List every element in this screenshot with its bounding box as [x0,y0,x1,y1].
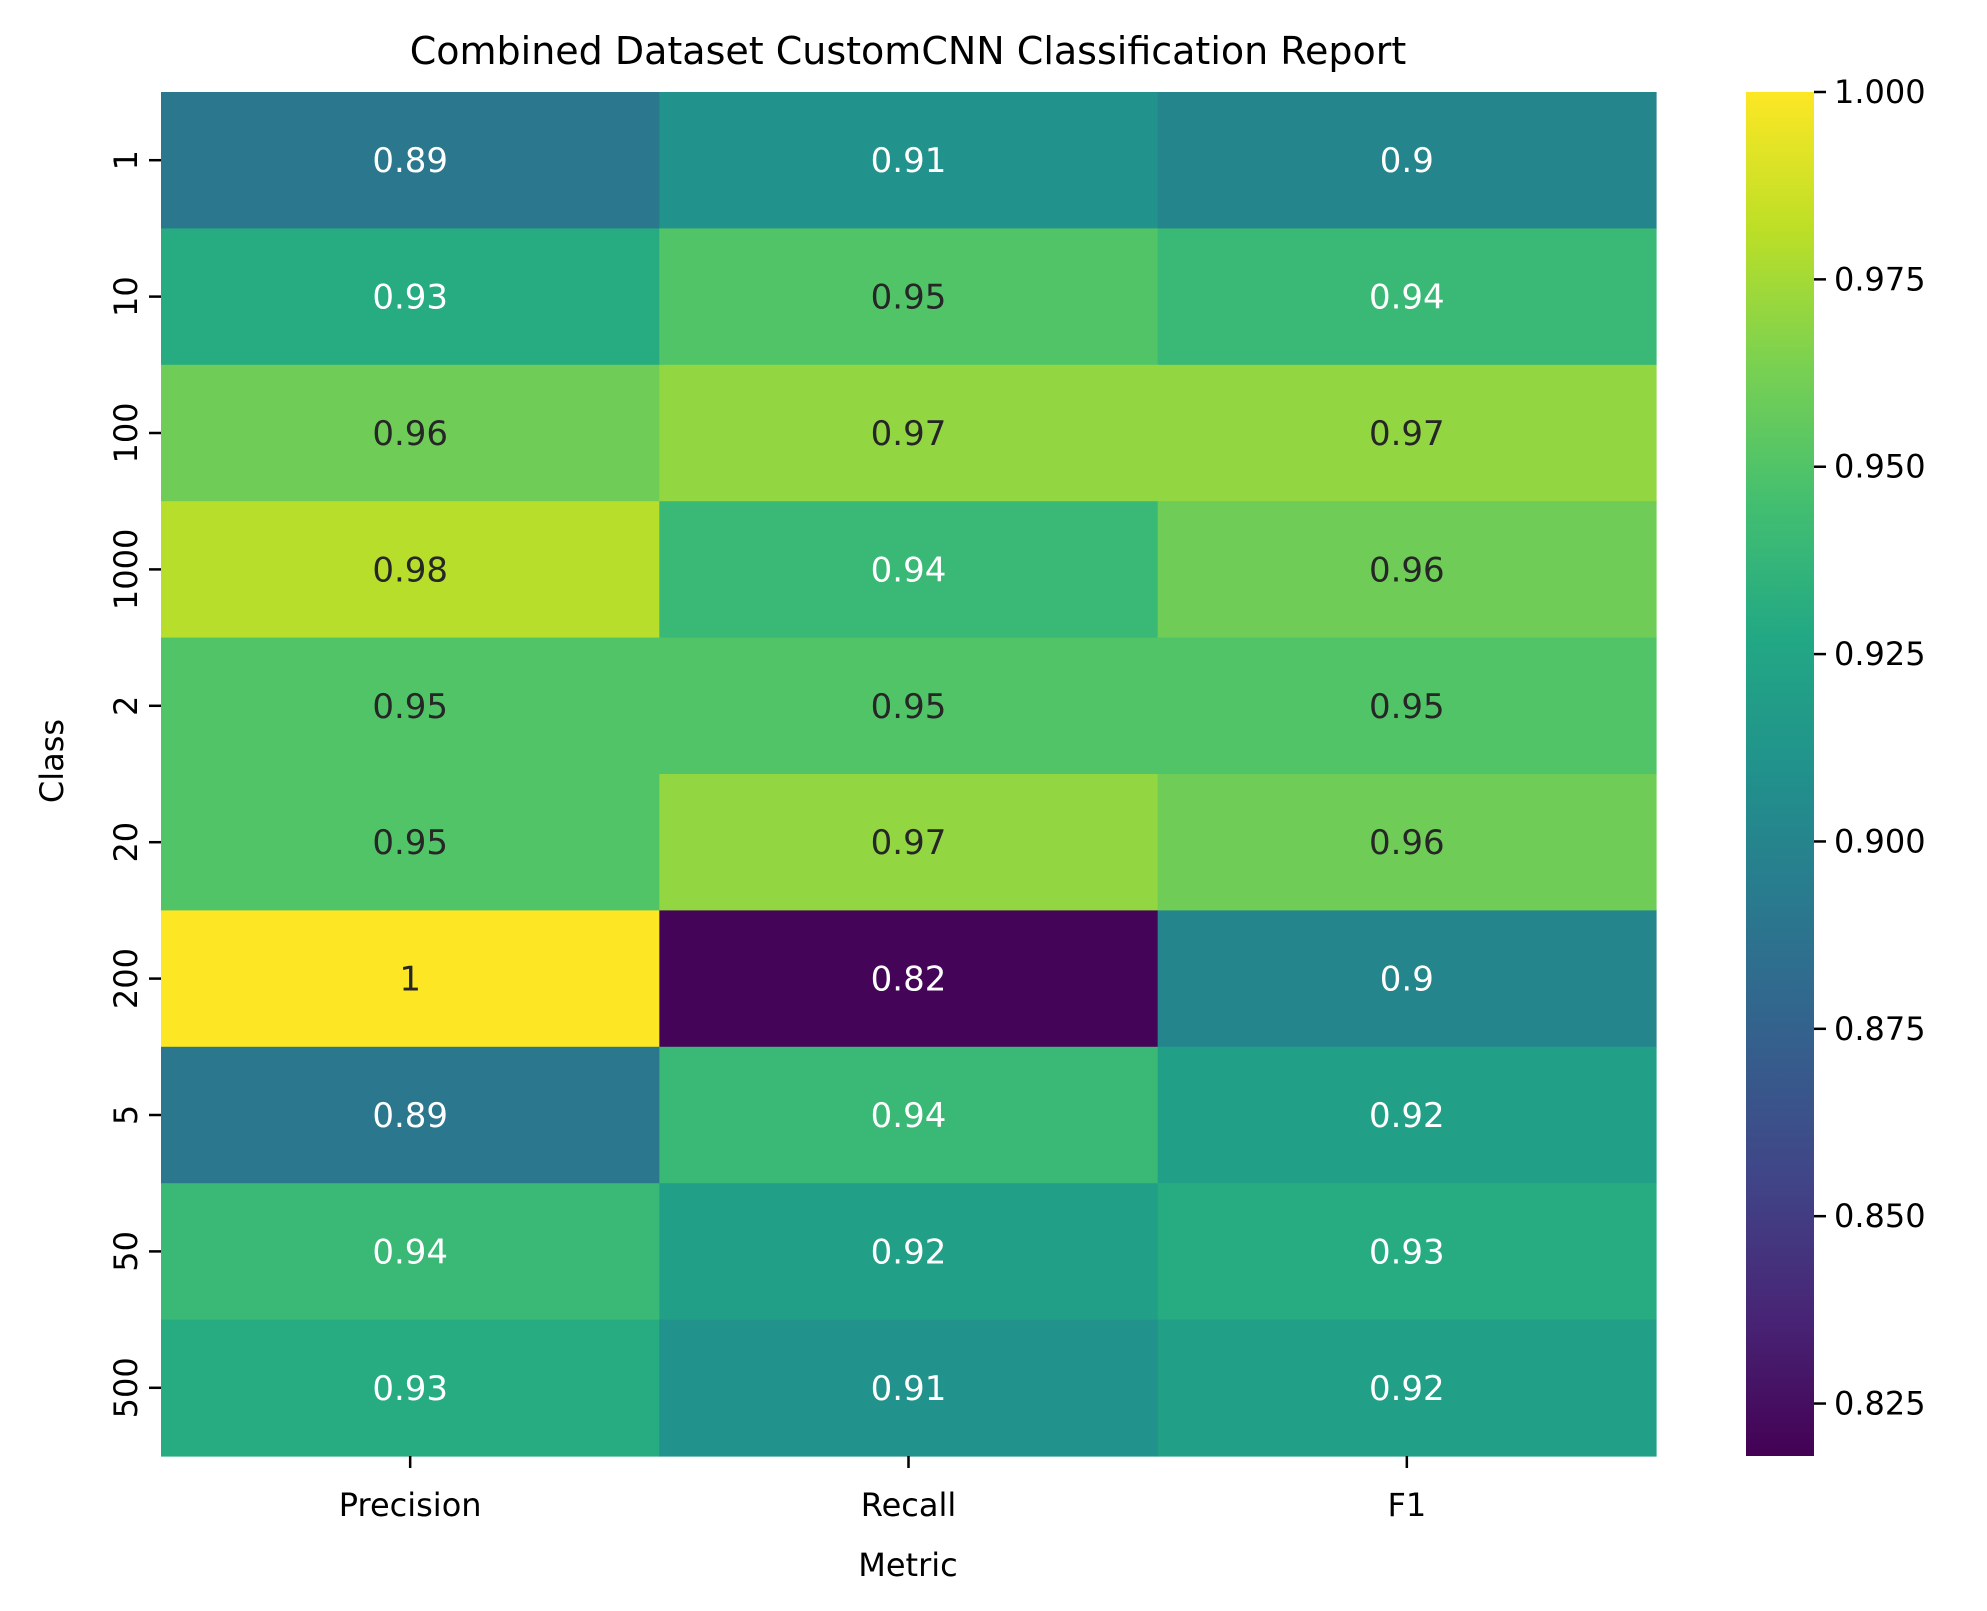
heatmap-cell [659,1183,1159,1321]
heatmap-cell [161,228,660,366]
heatmap-cell [659,637,1159,775]
y-axis: 1 10 100 1000 2 20 200 5 50 500 [107,150,161,1418]
colorbar-ticks: 0.825 0.850 0.875 0.900 0.925 0.950 0.975 1.000 [1814,73,1926,1423]
heatmap-cell [161,1046,660,1184]
heatmap-cell [659,92,1159,229]
colorbar-tick-label: 0.850 [1834,1197,1926,1235]
y-tick-label: 20 [107,822,145,863]
colorbar-tick-label: 0.950 [1834,448,1926,486]
heatmap-cell [1157,637,1657,775]
cell-value-label: 0.97 [1369,414,1445,454]
cell-value-label: 0.95 [871,687,947,727]
cell-value-label: 0.89 [372,1096,448,1136]
heatmap-cell [659,228,1159,366]
cell-value-label: 0.89 [372,141,448,181]
x-tick-label: Recall [861,1486,956,1524]
cell-value-label: 0.93 [1369,1232,1445,1272]
y-tick-label: 1000 [107,529,145,610]
colorbar-tick-label: 0.900 [1834,822,1926,860]
heatmap-cell [659,1046,1159,1184]
y-tick-label: 5 [107,1105,145,1125]
heatmap-cell-labels: 0.89 0.91 0.90.93 0.95 0.940.96 0.97 0.970.98 0… [372,141,1444,1409]
cell-value-label: 0.95 [1369,687,1445,727]
heatmap-cell [161,1183,660,1321]
heatmap-cell [161,637,660,775]
heatmap-cell [161,364,660,502]
heatmap-cell [659,910,1159,1048]
y-axis-label: Class [33,719,71,803]
cell-value-label: 0.93 [372,278,448,318]
cell-value-label: 0.82 [871,960,947,1000]
heatmap-cell [1157,1319,1657,1457]
heatmap-cells [161,92,1657,1457]
cell-value-label: 0.92 [871,1232,947,1272]
heatmap-cell [659,501,1159,639]
heatmap-cell [161,1319,660,1457]
colorbar-tick-label: 1.000 [1834,73,1926,111]
heatmap-cell [1157,228,1657,366]
cell-value-label: 0.96 [1369,823,1445,863]
x-axis-label: Metric [858,1546,957,1584]
y-tick-label: 200 [107,948,145,1009]
colorbar-tick-label: 0.925 [1834,635,1926,673]
cell-value-label: 0.93 [372,1369,448,1409]
heatmap-cell [1157,1183,1657,1321]
cell-value-label: 0.98 [372,550,448,590]
x-tick-label: Precision [339,1486,482,1524]
heatmap-cell [1157,501,1657,639]
heatmap-cell [1157,910,1657,1048]
cell-value-label: 0.94 [871,1096,947,1136]
cell-value-label: 0.95 [372,687,448,727]
cell-value-label: 0.92 [1369,1369,1445,1409]
colorbar-tick-label: 0.825 [1834,1385,1926,1423]
y-tick-label: 50 [107,1231,145,1272]
x-axis: Precision Recall F1 [339,1456,1426,1524]
cell-value-label: 0.95 [871,278,947,318]
heatmap-cell [161,910,660,1048]
heatmap-cell [659,364,1159,502]
x-tick-label: F1 [1387,1486,1426,1524]
colorbar-tick-label: 0.975 [1834,260,1926,298]
heatmap-cell [161,501,660,639]
heatmap-cell [1157,1046,1657,1184]
cell-value-label: 0.96 [372,414,448,454]
cell-value-label: 0.91 [871,141,947,181]
cell-value-label: 0.9 [1380,960,1434,1000]
heatmap-cell [659,774,1159,911]
y-tick-label: 500 [107,1357,145,1418]
cell-value-label: 0.94 [1369,278,1445,318]
cell-value-label: 0.92 [1369,1096,1445,1136]
heatmap-cell [659,1319,1159,1457]
y-tick-label: 1 [107,150,145,170]
heatmap-cell [161,92,660,229]
heatmap-cell [1157,364,1657,502]
y-tick-label: 10 [107,276,145,317]
heatmap-cell [1157,774,1657,911]
cell-value-label: 0.97 [871,414,947,454]
colorbar-gradient [1746,92,1814,1456]
colorbar-tick-label: 0.875 [1834,1010,1926,1048]
heatmap-cell [1157,92,1657,229]
cell-value-label: 0.9 [1380,141,1434,181]
cell-value-label: 0.95 [372,823,448,863]
colorbar: 0.825 0.850 0.875 0.900 0.925 0.950 0.975 1.000 [1746,73,1926,1456]
y-tick-label: 2 [107,696,145,716]
cell-value-label: 1 [399,960,421,1000]
cell-value-label: 0.96 [1369,550,1445,590]
cell-value-label: 0.91 [871,1369,947,1409]
cell-value-label: 0.94 [871,550,947,590]
heatmap-cell [161,774,660,911]
cell-value-label: 0.94 [372,1232,448,1272]
y-tick-label: 100 [107,402,145,463]
chart-title: Combined Dataset CustomCNN Classificatio… [410,29,1407,73]
cell-value-label: 0.97 [871,823,947,863]
